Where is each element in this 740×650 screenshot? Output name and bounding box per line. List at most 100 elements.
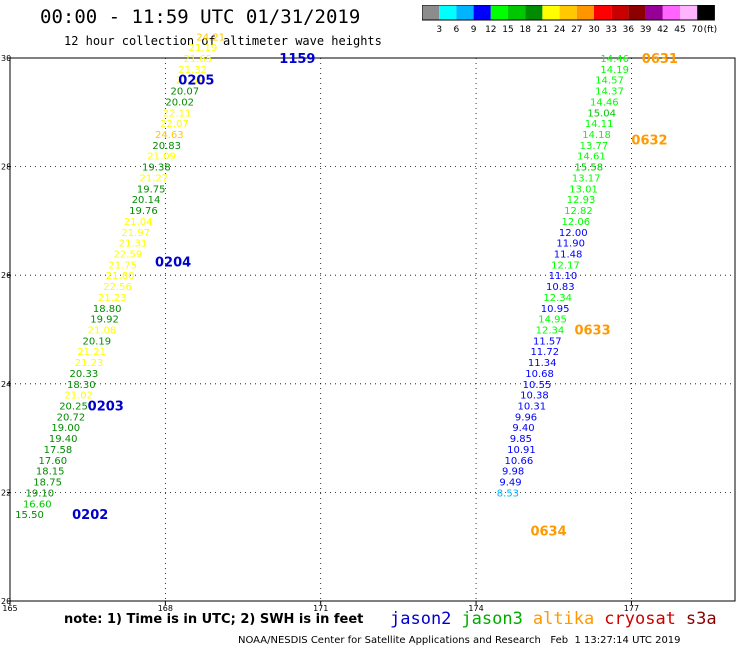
wave-height-label: 11.34 [528, 358, 557, 369]
wave-height-label: 9.49 [499, 478, 521, 489]
wave-height-label: 14.18 [582, 130, 611, 141]
color-swatch [594, 5, 612, 20]
wave-height-label: 21.97 [121, 228, 150, 239]
color-swatch [559, 5, 577, 20]
wave-height-label: 11.57 [533, 336, 562, 347]
color-unit-label: (ft) [704, 25, 718, 35]
y-tick-label: 20 [1, 597, 11, 606]
color-swatch [645, 5, 663, 20]
wave-height-label: 11.10 [549, 271, 578, 282]
wave-height-label: 18.30 [67, 380, 96, 391]
color-tick-label: 33 [605, 25, 616, 35]
wave-height-label: 21.27 [139, 173, 168, 184]
pass-time-label: 0204 [155, 256, 191, 271]
wave-height-label: 10.38 [520, 391, 549, 402]
wave-height-label: 10.66 [505, 456, 534, 467]
wave-height-label: 18.75 [33, 478, 62, 489]
satellite-legend: jason2 jason3 altika cryosat s3a [390, 609, 727, 629]
color-tick-label: 24 [554, 25, 566, 35]
wave-height-label: 22.56 [103, 282, 132, 293]
color-tick-label: 12 [485, 25, 496, 35]
footer-note: note: 1) Time is in UTC; 2) SWH is in fe… [64, 612, 364, 627]
x-tick-label: 171 [313, 604, 328, 613]
wave-height-label: 10.83 [546, 282, 575, 293]
pass-time-label: 0632 [631, 133, 667, 148]
wave-height-label: 24.63 [155, 130, 184, 141]
wave-height-label: 11.90 [556, 239, 585, 250]
color-swatch [697, 5, 715, 20]
wave-height-label: 20.72 [57, 412, 86, 423]
x-tick-label: 174 [468, 604, 483, 613]
legend-jason2: jason2 [390, 609, 452, 629]
wave-height-label: 19.10 [26, 488, 55, 499]
legend-altika: altika [532, 609, 595, 629]
pass-time-label: 0203 [88, 400, 124, 415]
color-swatch [508, 5, 526, 20]
color-swatch [439, 5, 457, 20]
wave-height-label: 20.02 [165, 97, 194, 108]
wave-height-label: 21.65 [183, 54, 212, 65]
wave-height-label: 10.68 [525, 369, 554, 380]
wave-height-label: 21.09 [147, 152, 176, 163]
color-swatch [680, 5, 698, 20]
color-tick-label: 3 [436, 25, 442, 35]
wave-height-label: 15.58 [574, 163, 603, 174]
wave-height-label: 13.01 [569, 184, 598, 195]
wave-height-label: 12.34 [543, 293, 572, 304]
wave-height-label: 14.37 [595, 87, 624, 98]
color-swatch [473, 5, 491, 20]
wave-height-label: 11.48 [554, 249, 583, 260]
legend-jason3: jason3 [461, 609, 523, 629]
wave-height-label: 12.82 [564, 206, 593, 217]
color-tick-label: 15 [502, 25, 513, 35]
wave-height-label: 14.46 [590, 97, 619, 108]
wave-height-label: 12.17 [551, 260, 580, 271]
wave-height-label: 21.08 [88, 326, 117, 337]
color-tick-label: 42 [657, 25, 668, 35]
color-tick-label: 39 [640, 25, 652, 35]
x-tick-label: 165 [2, 604, 17, 613]
pass-time-label: 0205 [178, 74, 214, 89]
wave-height-label: 15.04 [587, 108, 616, 119]
wave-height-label: 24.21 [196, 32, 225, 43]
color-swatch [611, 5, 629, 20]
y-tick-label: 24 [1, 380, 11, 389]
color-tick-label: 45 [674, 25, 685, 35]
wave-height-label: 20.19 [83, 336, 112, 347]
plot-frame [9, 57, 736, 602]
color-tick-label: 30 [588, 25, 600, 35]
wave-height-label: 21.32 [178, 65, 207, 76]
chart-subtitle: 12 hour collection of altimeter wave hei… [64, 34, 382, 48]
color-swatch [662, 5, 680, 20]
wave-height-label: 18.15 [36, 467, 65, 478]
pass-time-label: 0634 [530, 524, 566, 539]
pass-time-label: 1159 [279, 52, 315, 67]
wave-height-label: 12.93 [567, 195, 596, 206]
y-tick-label: 22 [1, 488, 11, 497]
wave-height-label: 8.53 [497, 488, 519, 499]
wave-height-label: 10.91 [507, 445, 536, 456]
wave-height-label: 21.19 [189, 43, 218, 54]
y-tick-label: 30 [1, 54, 11, 63]
wave-height-label: 20.25 [59, 402, 88, 413]
wave-height-label: 20.07 [171, 87, 200, 98]
wave-height-label: 17.60 [38, 456, 67, 467]
wave-height-label: 20.33 [70, 369, 99, 380]
wave-height-label: 11.72 [530, 347, 559, 358]
wave-height-label: 19.40 [49, 434, 78, 445]
color-tick-label: 9 [471, 25, 477, 35]
pass-time-label: 0631 [642, 52, 678, 67]
wave-height-label: 12.00 [559, 228, 588, 239]
wave-height-label: 12.06 [562, 217, 591, 228]
wave-height-label: 21.04 [124, 217, 153, 228]
wave-height-label: 20.14 [132, 195, 161, 206]
legend-s3a: s3a [685, 609, 717, 629]
wave-height-label: 13.77 [580, 141, 609, 152]
wave-height-label: 14.95 [538, 315, 567, 326]
wave-height-label: 21.02 [64, 391, 93, 402]
color-scale-bar: 3 6 9 12 15 18 21 24 27 30 33 36 39 42 45 70 (ft) [422, 5, 718, 35]
wave-height-label: 17.58 [44, 445, 73, 456]
wave-height-label: 16.60 [23, 499, 52, 510]
color-swatch [456, 5, 474, 20]
wave-height-label: 14.19 [600, 65, 629, 76]
